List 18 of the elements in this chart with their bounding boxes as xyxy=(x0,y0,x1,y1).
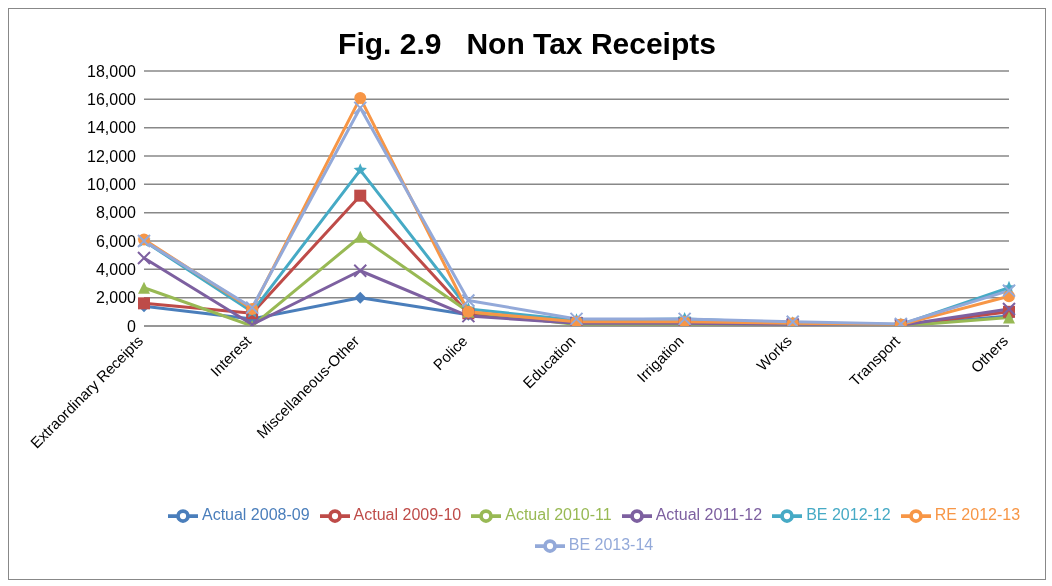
y-tick-label: 2,000 xyxy=(95,289,137,307)
y-tick-label: 18,000 xyxy=(87,62,137,80)
legend-label: BE 2013-14 xyxy=(568,536,654,554)
y-tick-label: 16,000 xyxy=(87,91,137,109)
legend-label: BE 2012-12 xyxy=(806,506,891,524)
legend-label: Actual 2008-09 xyxy=(201,506,310,524)
legend-label: RE 2012-13 xyxy=(934,506,1021,524)
y-tick-label: 8,000 xyxy=(95,204,137,222)
y-tick-label: 14,000 xyxy=(87,119,137,137)
y-tick-label: 6,000 xyxy=(95,232,137,250)
y-tick-label: 4,000 xyxy=(95,261,137,279)
legend-label: Actual 2010-11 xyxy=(505,506,612,524)
legend-label: Actual 2011-12 xyxy=(655,506,763,524)
y-tick-label: 12,000 xyxy=(87,147,137,165)
y-tick-label: 10,000 xyxy=(87,176,137,194)
y-tick-label: 0 xyxy=(127,317,137,335)
chart-title: Fig. 2.9 Non Tax Receipts xyxy=(337,27,717,61)
legend-label: Actual 2009-10 xyxy=(353,506,462,524)
